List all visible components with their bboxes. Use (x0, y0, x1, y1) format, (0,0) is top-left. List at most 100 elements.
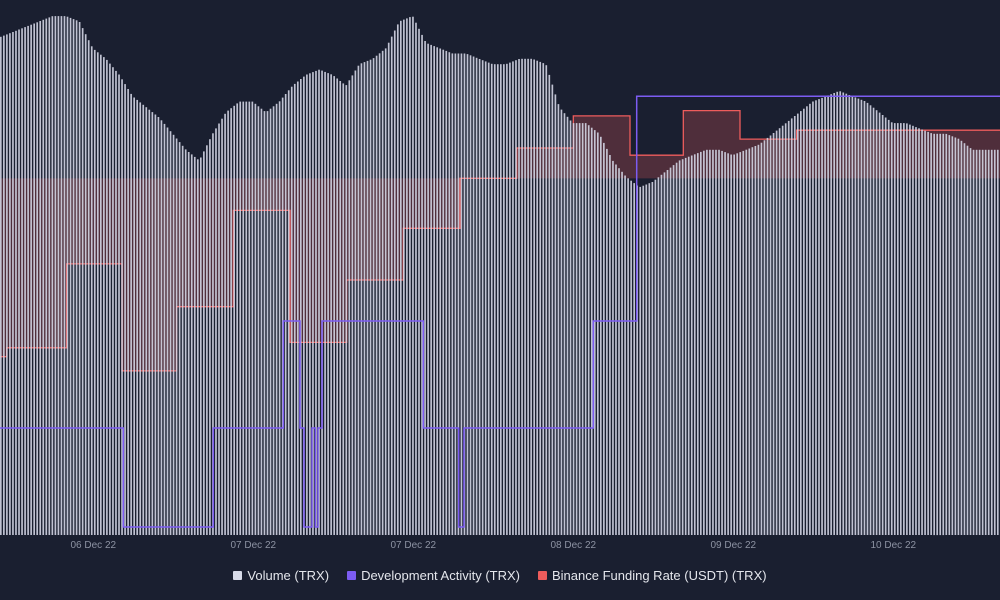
volume-bar (954, 137, 957, 535)
volume-bar (184, 149, 187, 535)
volume-bar (678, 160, 681, 535)
volume-bar (915, 127, 917, 535)
volume-bar (806, 106, 808, 536)
volume-bar (484, 61, 487, 536)
volume-bar (257, 106, 260, 536)
volume-bar (221, 118, 223, 535)
volume-bar (524, 58, 526, 536)
volume-bar (666, 170, 669, 535)
volume-bar (251, 101, 254, 535)
volume-bar (318, 69, 320, 535)
volume-bar (384, 48, 387, 536)
volume-bar (415, 22, 417, 535)
volume-bar (909, 124, 911, 535)
volume-bar (33, 23, 35, 535)
volume-bar (600, 136, 602, 536)
volume-bar (996, 149, 999, 536)
volume-bar (463, 53, 466, 535)
volume-bar (918, 128, 920, 536)
volume-bar (224, 113, 226, 536)
volume-bar (100, 54, 102, 535)
volume-bar (142, 104, 145, 536)
volume-bar (627, 178, 629, 536)
volume-bar (972, 149, 975, 536)
volume-bar (106, 59, 108, 536)
volume-bar (139, 102, 142, 536)
volume-bar (363, 62, 366, 535)
volume-bar (430, 44, 432, 536)
volume-bar (893, 123, 896, 535)
volume-bar (287, 90, 290, 536)
volume-bar (181, 145, 184, 536)
volume-bar (539, 61, 542, 536)
volume-bar (496, 64, 499, 535)
volume-bar (709, 149, 711, 536)
volume-bar (163, 123, 166, 536)
volume-bar (15, 30, 17, 536)
volume-bar (987, 149, 990, 536)
volume-bar (333, 76, 335, 535)
volume-bar (54, 16, 57, 536)
volume-bar (63, 16, 66, 536)
development-activity-line (0, 95, 1000, 528)
volume-bar (21, 28, 23, 536)
volume-bar (621, 171, 623, 536)
volume-bar (887, 119, 890, 536)
volume-bar (866, 102, 869, 536)
volume-bar (406, 18, 408, 535)
volume-bar (248, 101, 251, 535)
volume-bar (36, 22, 39, 536)
volume-bar (630, 180, 632, 535)
volume-bar (269, 108, 272, 535)
volume-bar (715, 149, 717, 536)
volume-bar (366, 60, 369, 536)
legend-swatch-development-activity (347, 571, 357, 580)
volume-bar (615, 164, 617, 535)
volume-bar (166, 127, 169, 535)
volume-bar (133, 97, 135, 535)
volume-bar (575, 123, 578, 535)
legend-swatch-funding-rate (538, 571, 547, 580)
volume-bar (884, 117, 887, 535)
volume-bar (451, 53, 454, 536)
volume-bar (242, 101, 245, 535)
volume-bar (254, 103, 257, 536)
volume-bar (945, 133, 948, 535)
volume-bar (703, 150, 705, 535)
legend-item-funding-rate[interactable]: Binance Funding Rate (USDT) (TRX) (538, 568, 767, 583)
x-tick-label: 06 Dec 22 (71, 540, 117, 551)
volume-bar (87, 40, 90, 535)
volume-bar (812, 101, 814, 535)
volume-bar (654, 179, 657, 535)
volume-bar (315, 70, 317, 536)
volume-bar (763, 140, 766, 536)
volume-bar (157, 117, 160, 535)
volume-bar (490, 63, 493, 536)
volume-bar (636, 185, 639, 535)
x-tick-label: 08 Dec 22 (551, 540, 597, 551)
volume-bar (645, 184, 648, 535)
volume-bar (781, 125, 784, 535)
volume-bar (390, 36, 393, 535)
volume-bar (369, 59, 372, 535)
legend-item-development-activity[interactable]: Development Activity (TRX) (347, 568, 520, 583)
x-tick-label: 09 Dec 22 (711, 540, 757, 551)
volume-bar (736, 153, 739, 536)
volume-bar (351, 75, 354, 536)
volume-bar (542, 63, 545, 535)
volume-bar (6, 34, 8, 536)
volume-bar (612, 160, 614, 535)
volume-bar (642, 185, 645, 535)
volume-bar (739, 152, 742, 535)
volume-bar (403, 19, 405, 536)
volume-bar (27, 25, 29, 536)
volume-bar (160, 120, 163, 536)
volume-bar (548, 74, 551, 536)
volume-bar (136, 99, 139, 536)
volume-bar (815, 100, 817, 536)
volume-bar (984, 149, 987, 536)
volume-bar (212, 133, 214, 536)
legend-item-volume[interactable]: Volume (TRX) (233, 568, 329, 583)
volume-bar (687, 156, 690, 535)
volume-bar (442, 49, 445, 535)
